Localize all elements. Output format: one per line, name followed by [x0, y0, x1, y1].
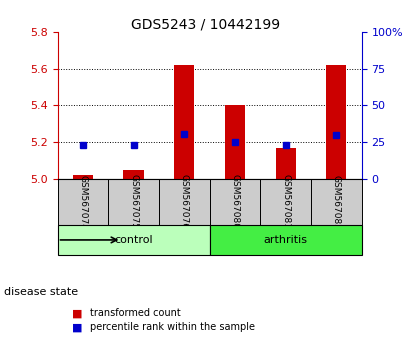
Text: control: control [114, 235, 153, 245]
Text: GSM567082: GSM567082 [332, 175, 341, 229]
Text: percentile rank within the sample: percentile rank within the sample [90, 322, 255, 332]
Text: arthritis: arthritis [263, 235, 308, 245]
Bar [275, 148, 296, 179]
Text: GSM567076: GSM567076 [180, 175, 189, 229]
Text: GSM567080: GSM567080 [231, 175, 240, 229]
Text: ■: ■ [72, 322, 83, 332]
Text: GSM567074: GSM567074 [79, 175, 88, 229]
Bar [123, 170, 144, 179]
Bar [58, 179, 108, 225]
Bar [108, 179, 159, 225]
Bar [210, 225, 362, 255]
Bar [311, 179, 362, 225]
Bar [225, 105, 245, 179]
Text: transformed count: transformed count [90, 308, 181, 318]
Bar [73, 175, 93, 179]
Text: GSM567075: GSM567075 [129, 175, 138, 229]
Bar [159, 179, 210, 225]
Text: GSM567081: GSM567081 [281, 175, 290, 229]
Text: GDS5243 / 10442199: GDS5243 / 10442199 [131, 18, 280, 32]
Bar [174, 65, 194, 179]
Bar [58, 225, 210, 255]
Bar [260, 179, 311, 225]
Text: ■: ■ [72, 308, 83, 318]
Text: disease state: disease state [4, 287, 78, 297]
Bar [326, 65, 346, 179]
Bar [210, 179, 260, 225]
